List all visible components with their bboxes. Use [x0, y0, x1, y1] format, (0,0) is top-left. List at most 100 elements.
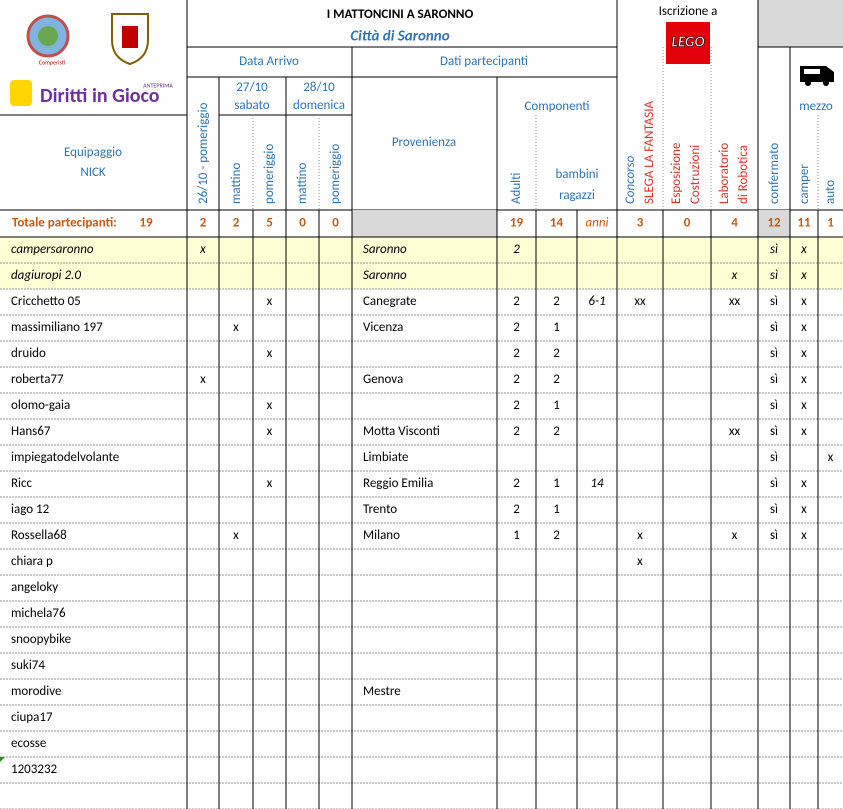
day2-name: sabato	[234, 98, 269, 113]
cell: Milano	[363, 528, 400, 543]
cell: 2	[513, 320, 520, 335]
totals-cell: 1	[827, 216, 834, 231]
totals-cell: 2	[200, 216, 207, 231]
cell: x	[801, 320, 807, 335]
cell: x	[801, 476, 807, 491]
cell: x	[801, 424, 807, 439]
header-dotted-lines	[252, 47, 819, 210]
row-name: 1203232	[11, 762, 58, 777]
bambini: bambini	[555, 167, 598, 182]
title: I MATTONCINI A SARONNO	[327, 7, 474, 22]
totals-cell: 2	[233, 216, 240, 231]
totals-cell: 12	[767, 216, 781, 231]
row-name: Ricc	[11, 476, 33, 491]
lego-head	[10, 80, 32, 106]
laboratorio: Laboratorio	[717, 143, 732, 204]
lego-text: LEGO	[671, 34, 704, 52]
brand-tag: ANTEPRIMA	[143, 81, 173, 89]
row-name: suki74	[11, 658, 45, 673]
cell: Canegrate	[363, 294, 417, 309]
row-highlight	[0, 237, 843, 263]
row-name: michela76	[11, 606, 66, 621]
row-name: ecosse	[11, 736, 46, 751]
cell: 1	[553, 502, 560, 517]
row-name: Cricchetto 05	[11, 294, 81, 309]
row-name: Rossella68	[11, 528, 67, 543]
totals-gray-cell	[758, 210, 790, 237]
totals-cell: 0	[299, 216, 306, 231]
day2-date: 27/10	[236, 80, 268, 95]
cell: x	[828, 450, 834, 465]
cell: x	[267, 476, 273, 491]
cell: sì	[770, 476, 778, 491]
cell: x	[233, 320, 239, 335]
cell: x	[801, 294, 807, 309]
cell: 2	[513, 294, 520, 309]
cell: 2	[553, 528, 560, 543]
cell: sì	[770, 372, 778, 387]
cell: Motta Visconti	[363, 424, 440, 439]
totals-gray-cell	[352, 210, 497, 237]
cell: sì	[770, 268, 778, 283]
subtitle: Città di Saronno	[350, 28, 449, 46]
row-name: campersaronno	[11, 242, 94, 257]
row-highlight	[0, 263, 843, 289]
cell: 14	[590, 476, 604, 491]
row-name: olomo-gaia	[11, 398, 70, 413]
cell: 2	[553, 372, 560, 387]
cell: sì	[770, 320, 778, 335]
cell: 2	[513, 346, 520, 361]
cell: sì	[770, 528, 778, 543]
cell: 2	[553, 346, 560, 361]
adulti: Adulti	[509, 173, 524, 204]
totals-cell: 3	[637, 216, 644, 231]
cell: 1	[553, 398, 560, 413]
day3-pomeriggio: pomeriggio	[328, 144, 343, 204]
emblem-globe	[38, 26, 58, 46]
cell: sì	[770, 502, 778, 517]
mezzo: mezzo	[799, 99, 833, 114]
totals-cell: anni	[585, 216, 608, 231]
cell: x	[801, 372, 807, 387]
cell: x	[199, 242, 206, 257]
club-name: Comperisti	[39, 58, 66, 66]
nick: NICK	[80, 165, 106, 180]
cell: x	[801, 528, 807, 543]
cell: sì	[770, 242, 778, 257]
dati-partecipanti: Dati partecipanti	[440, 54, 528, 69]
cell: x	[637, 554, 643, 569]
provenienza: Provenienza	[392, 135, 456, 150]
cell: xx	[634, 294, 646, 309]
cell: 1	[513, 528, 520, 543]
day3-mattino: mattino	[295, 163, 310, 204]
cell: 2	[513, 502, 520, 517]
row-name: ciupa17	[11, 710, 53, 725]
totals-cell: 5	[266, 216, 273, 231]
cell: Saronno	[363, 242, 407, 257]
lego-logo	[666, 22, 710, 64]
totals-cell: 0	[684, 216, 691, 231]
cell: x	[267, 398, 273, 413]
slega: SLEGA LA FANTASIA	[642, 101, 657, 204]
cell: x	[801, 502, 807, 517]
row-name: roberta77	[11, 372, 64, 387]
cell: sì	[770, 398, 778, 413]
logos: Comperisti Diritti in Gioco ANTEPRIMA	[10, 13, 173, 108]
cell: Mestre	[363, 684, 401, 699]
cell: 2	[553, 294, 560, 309]
ragazzi: ragazzi	[559, 188, 595, 203]
brand: Diritti in Gioco	[40, 84, 160, 108]
day3-name: domenica	[293, 98, 345, 113]
robotica: di Robotica	[736, 145, 751, 204]
cell: sì	[770, 294, 778, 309]
cell: x	[267, 346, 273, 361]
equipaggio: Equipaggio	[64, 145, 122, 160]
cell: Trento	[363, 502, 397, 517]
cell: x	[800, 242, 807, 257]
row-name: Hans67	[11, 424, 51, 439]
day3-date: 28/10	[303, 80, 335, 95]
cell: Vicenza	[363, 320, 403, 335]
auto: auto	[823, 180, 838, 204]
cell: xx	[729, 424, 741, 439]
